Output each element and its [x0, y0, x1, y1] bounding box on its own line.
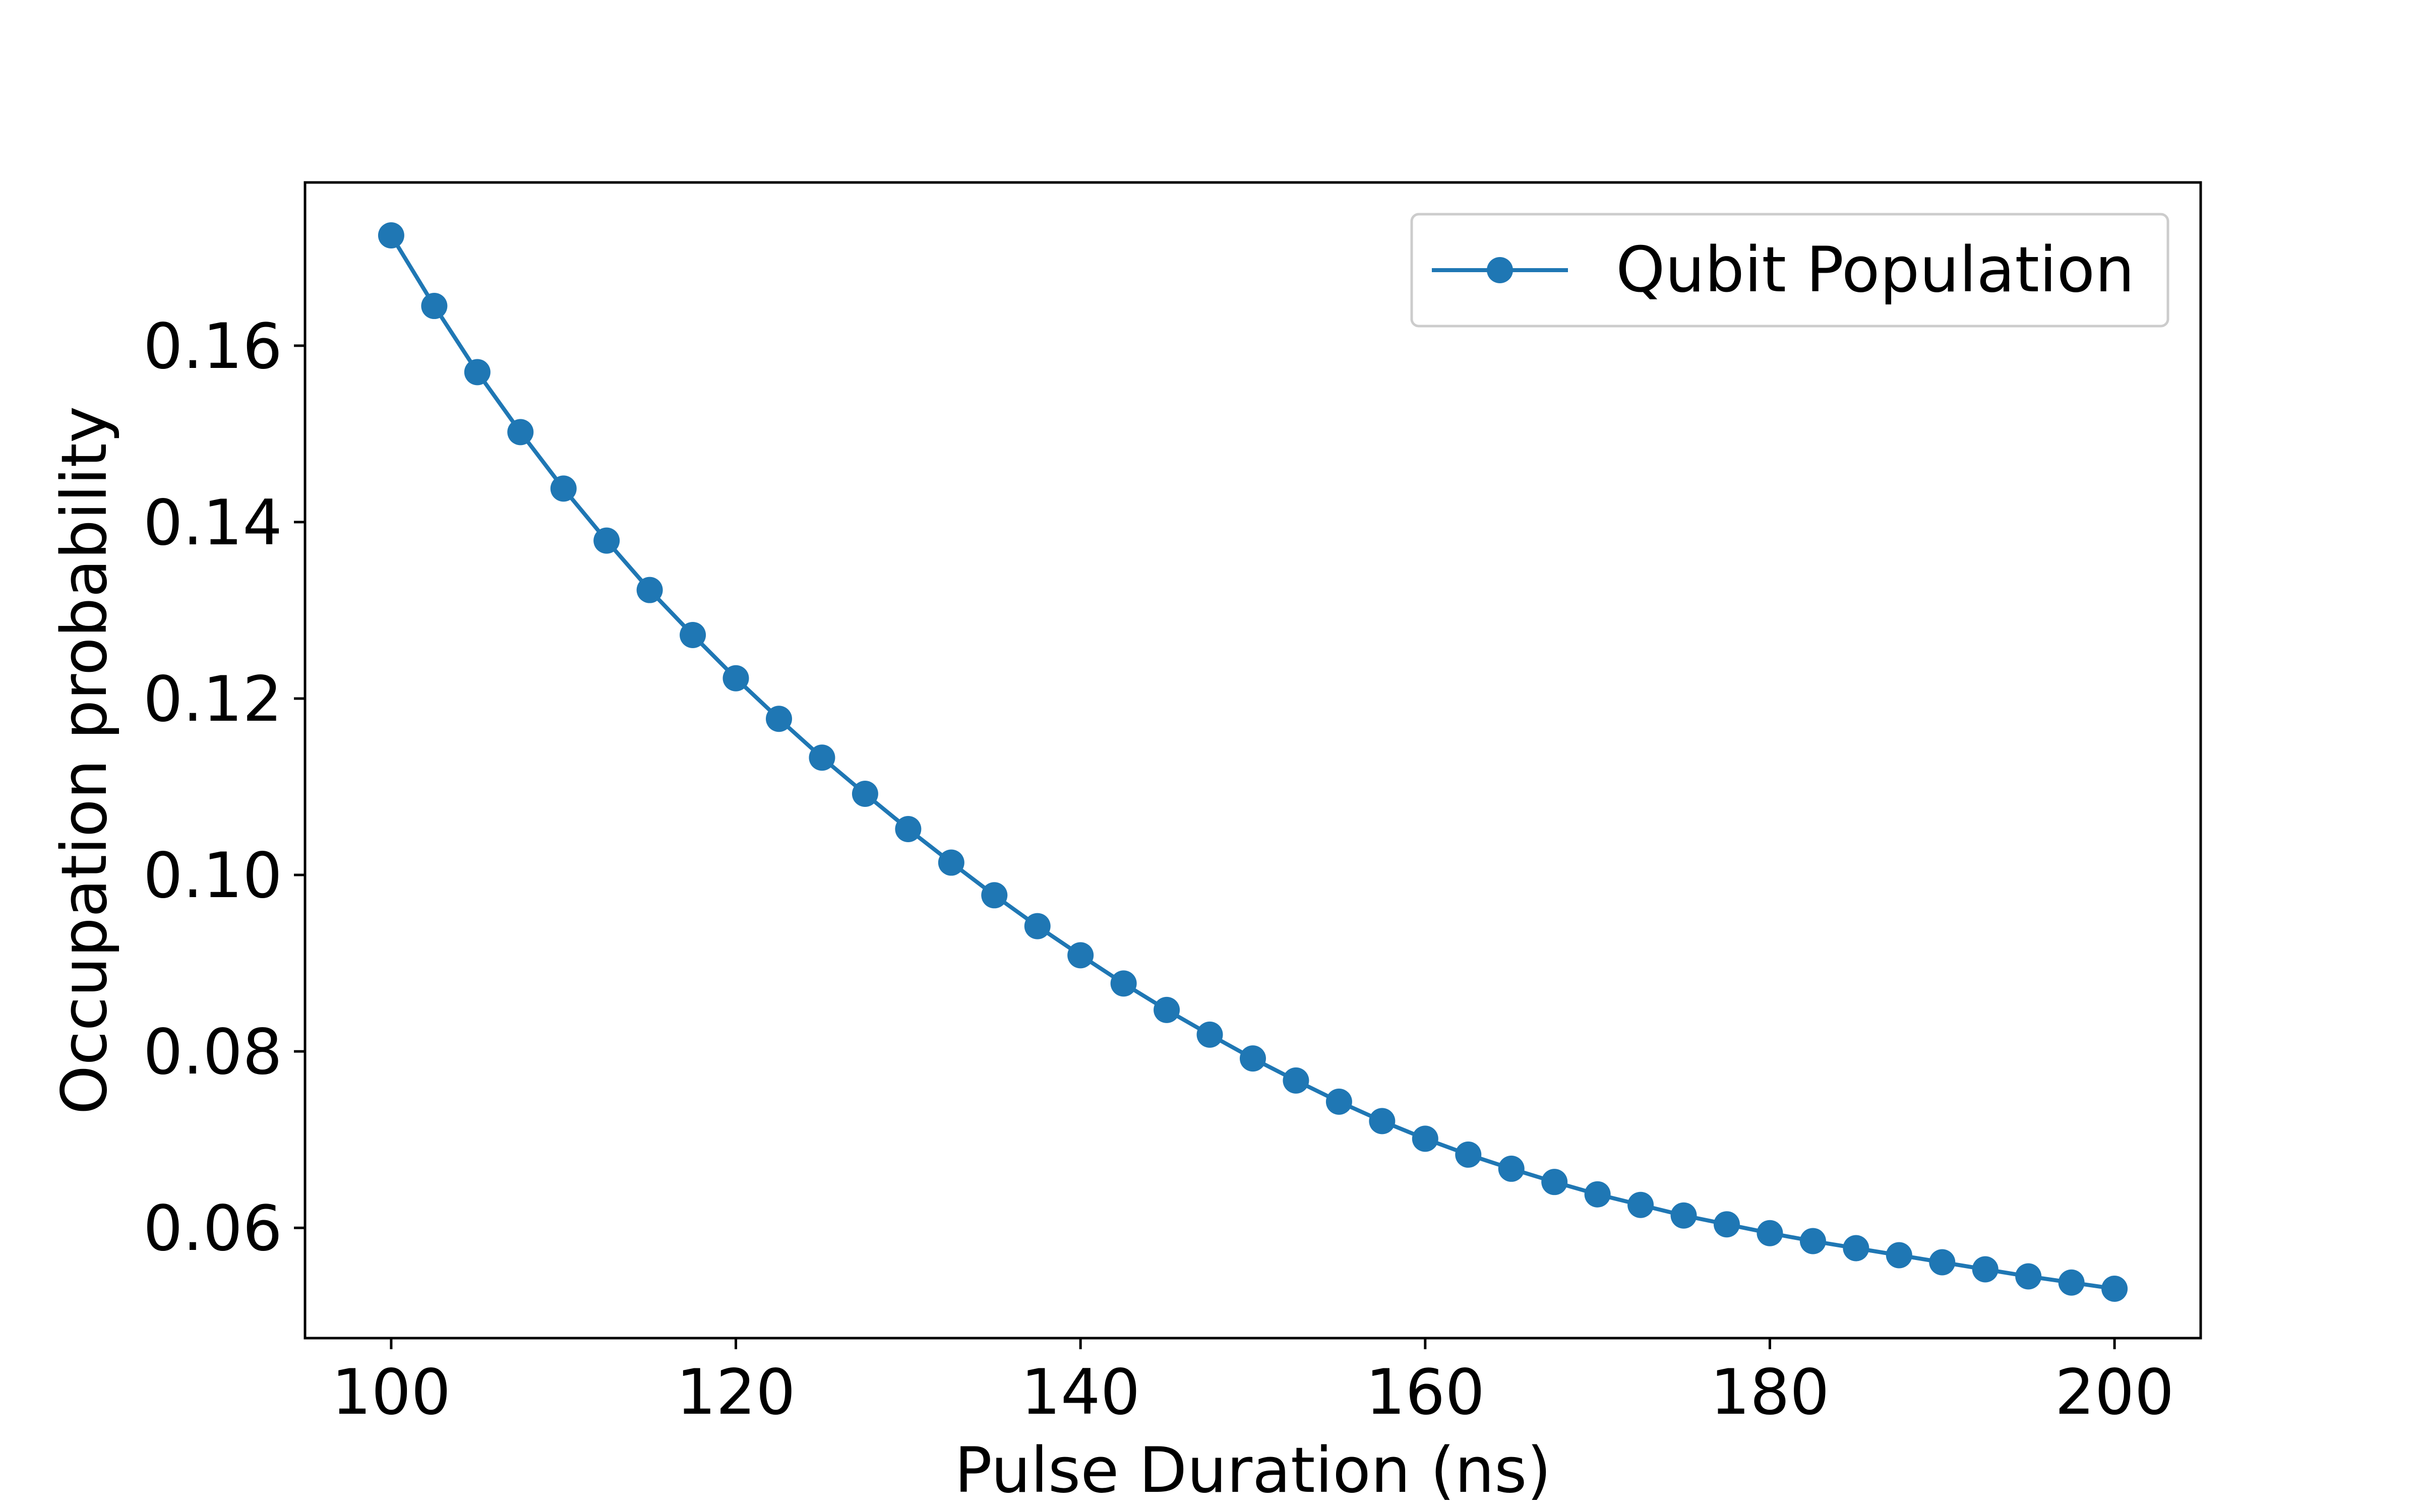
- data-point: [550, 475, 577, 502]
- data-point: [2101, 1275, 2128, 1302]
- data-point: [680, 621, 706, 648]
- data-point: [378, 222, 404, 249]
- data-point: [938, 849, 964, 876]
- data-point: [981, 882, 1008, 909]
- data-point: [1627, 1191, 1654, 1218]
- data-point: [1929, 1249, 1956, 1276]
- data-point: [2058, 1269, 2085, 1296]
- data-point: [464, 359, 491, 386]
- data-point: [1670, 1202, 1697, 1229]
- data-point: [1498, 1155, 1525, 1182]
- x-axis-label: Pulse Duration (ns): [954, 1434, 1551, 1507]
- data-point: [1541, 1169, 1568, 1195]
- data-point: [1110, 970, 1137, 997]
- data-point: [636, 577, 663, 603]
- axis-ticks: 100 120 140 160 180 200 0.06 0.08 0.10 0.12 0.14 0.…: [143, 310, 2174, 1429]
- data-point: [809, 744, 835, 771]
- data-point: [1972, 1256, 1999, 1283]
- data-point: [1714, 1211, 1740, 1238]
- x-tick-label: 120: [676, 1356, 796, 1429]
- data-point: [593, 527, 620, 554]
- y-tick-label: 0.10: [143, 840, 282, 912]
- y-tick-label: 0.14: [143, 487, 282, 559]
- axes-frame: [304, 181, 2202, 1340]
- data-point: [1757, 1220, 1783, 1246]
- data-point: [1024, 913, 1051, 939]
- plot-area: [378, 222, 2128, 1302]
- legend-label: Qubit Population: [1616, 234, 2135, 306]
- y-tick-label: 0.12: [143, 663, 282, 736]
- data-point: [852, 781, 878, 807]
- data-point: [1240, 1045, 1266, 1072]
- data-point: [1412, 1125, 1438, 1152]
- data-point: [1325, 1088, 1352, 1115]
- x-tick-label: 100: [332, 1356, 451, 1429]
- data-point: [1799, 1228, 1826, 1254]
- x-tick-label: 140: [1021, 1356, 1140, 1429]
- data-point: [1584, 1181, 1611, 1208]
- data-point: [507, 419, 534, 446]
- y-tick-label: 0.16: [143, 310, 282, 383]
- data-point: [722, 665, 749, 691]
- legend-marker-swatch: [1487, 257, 1513, 283]
- data-point: [1154, 996, 1180, 1023]
- x-tick-label: 160: [1365, 1356, 1485, 1429]
- data-point: [421, 293, 448, 320]
- data-point: [1843, 1235, 1869, 1262]
- data-point: [1283, 1067, 1309, 1094]
- data-point: [1369, 1108, 1396, 1135]
- x-tick-label: 200: [2055, 1356, 2174, 1429]
- data-point: [1196, 1021, 1223, 1048]
- legend-box: [1410, 213, 2169, 328]
- legend: Qubit Population: [1410, 213, 2169, 328]
- data-point: [895, 816, 922, 843]
- data-point: [2015, 1263, 2042, 1290]
- x-tick-label: 180: [1710, 1356, 1830, 1429]
- y-axis-label: Occupation probability: [48, 406, 121, 1115]
- data-point: [1067, 942, 1094, 969]
- y-tick-label: 0.08: [143, 1016, 282, 1089]
- y-tick-label: 0.06: [143, 1192, 282, 1265]
- data-point: [766, 706, 792, 732]
- data-point: [1455, 1141, 1482, 1168]
- data-point: [1886, 1242, 1912, 1269]
